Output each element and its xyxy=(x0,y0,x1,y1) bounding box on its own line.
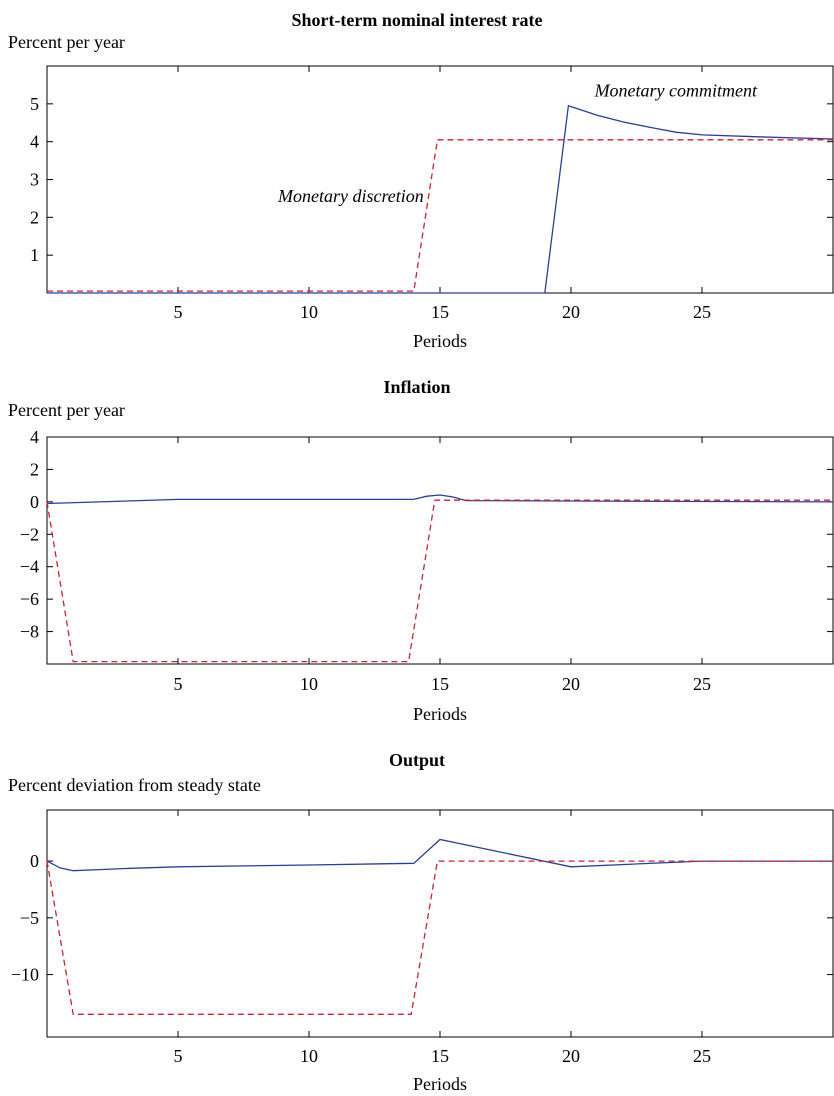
chart-title: Output xyxy=(388,750,446,770)
y-axis-label: Percent deviation from steady state xyxy=(8,775,261,795)
y-tick-label: 2 xyxy=(30,207,39,227)
x-tick-label: 15 xyxy=(431,674,449,694)
y-axis-label: Percent per year xyxy=(8,400,125,420)
series-line-discretion xyxy=(47,139,833,292)
plot-frame xyxy=(46,809,834,1038)
y-tick-label: 4 xyxy=(30,132,39,152)
series-line-commitment xyxy=(47,104,834,294)
x-tick-label: 15 xyxy=(431,1046,449,1066)
y-axis-label: Percent per year xyxy=(8,32,125,52)
x-axis-label: Periods xyxy=(413,704,467,724)
x-axis-label: Periods xyxy=(413,1074,467,1094)
x-tick-label: 10 xyxy=(300,674,318,694)
x-axis-label: Periods xyxy=(413,331,467,351)
x-tick-label: 20 xyxy=(562,674,580,694)
y-tick-label: −10 xyxy=(11,965,39,985)
x-tick-label: 5 xyxy=(174,1046,183,1066)
series-line-commitment xyxy=(46,494,834,505)
x-tick-label: 15 xyxy=(431,302,449,322)
chart-title: Short-term nominal interest rate xyxy=(291,10,543,30)
chart-title: Inflation xyxy=(383,377,451,397)
annotation-discretion: Monetary discretion xyxy=(277,186,424,206)
x-tick-label: 10 xyxy=(300,1046,318,1066)
series-line-discretion xyxy=(46,860,833,1015)
x-tick-label: 10 xyxy=(300,302,318,322)
y-tick-label: −4 xyxy=(20,557,39,577)
y-tick-label: 2 xyxy=(30,459,39,479)
x-tick-label: 25 xyxy=(693,302,711,322)
series-line-commitment xyxy=(46,838,833,872)
x-tick-label: 20 xyxy=(562,1046,580,1066)
y-tick-label: −8 xyxy=(20,622,39,642)
y-tick-label: 0 xyxy=(30,492,39,512)
x-tick-label: 20 xyxy=(562,302,580,322)
y-tick-label: 5 xyxy=(30,94,39,114)
y-tick-label: 0 xyxy=(30,851,39,871)
y-tick-label: −6 xyxy=(20,589,39,609)
annotation-commitment: Monetary commitment xyxy=(594,80,758,100)
y-tick-label: −5 xyxy=(20,908,39,928)
chart-panel-interest-rate: Short-term nominal interest rate Percent… xyxy=(0,0,834,360)
x-tick-label: 5 xyxy=(174,674,183,694)
y-tick-label: −2 xyxy=(20,524,39,544)
y-tick-label: 1 xyxy=(30,245,39,265)
series-line-discretion xyxy=(46,499,833,663)
x-tick-label: 25 xyxy=(693,674,711,694)
chart-panel-inflation: Inflation Percent per year 5 10 15 20 25 4 2 0−… xyxy=(8,377,834,724)
x-tick-label: 25 xyxy=(693,1046,711,1066)
y-tick-label: 4 xyxy=(30,427,39,447)
chart-svg: 5 10 15 20 25 1 2 3 4 5 Periods Monetary commitment… xyxy=(30,65,834,351)
x-tick-label: 5 xyxy=(174,302,183,322)
y-tick-label: 3 xyxy=(30,170,39,190)
